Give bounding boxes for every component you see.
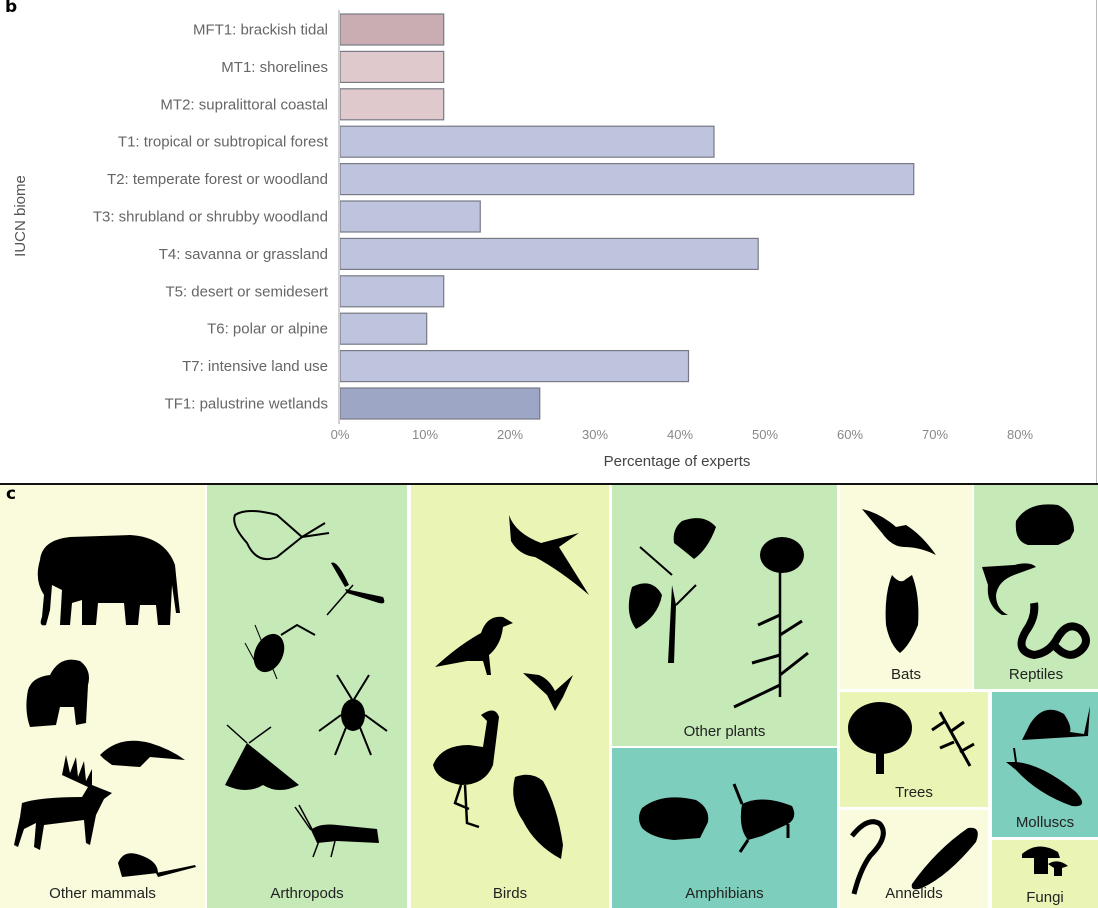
category-label: MT1: shorelines: [221, 59, 328, 76]
crow-icon: [435, 616, 513, 675]
bar: [339, 275, 445, 308]
tile-amphibians: Amphibians: [612, 748, 837, 908]
bar: [339, 50, 445, 84]
mushroom-icon: [1022, 846, 1068, 876]
x-tick-label: 40%: [667, 427, 693, 442]
category-label: T6: polar or alpine: [207, 321, 328, 338]
panel-divider: [0, 483, 1098, 485]
tile-annelids: Annelids: [840, 810, 988, 908]
tile-label: Other plants: [683, 723, 766, 740]
tile-other-mammals: Other mammals: [0, 485, 205, 908]
bar: [339, 237, 759, 270]
tile-trees: Trees: [840, 692, 988, 807]
vine-plant-icon: [628, 518, 716, 663]
tile-arthropods: Arthropods: [207, 485, 407, 908]
tile-bats: Bats: [840, 485, 972, 689]
x-tick-label: 60%: [837, 427, 863, 442]
category-label: T7: intensive land use: [182, 358, 328, 375]
tile-label: Arthropods: [270, 885, 344, 902]
tile-fungi: Fungi: [992, 840, 1098, 908]
x-tick-label: 20%: [497, 427, 523, 442]
slug-icon: [1006, 747, 1083, 807]
bar: [339, 200, 481, 233]
category-label: TF1: palustrine wetlands: [165, 396, 328, 413]
tile-label: Trees: [895, 784, 933, 801]
tile-label: Molluscs: [1015, 814, 1075, 831]
moth-icon: [225, 724, 299, 790]
category-label: T2: temperate forest or woodland: [107, 171, 328, 188]
worm-icon: [850, 819, 886, 895]
conifer-branch-icon: [931, 711, 975, 767]
yarrow-plant-icon: [733, 537, 809, 709]
hummingbird-icon: [523, 673, 573, 711]
category-label: MT2: supralittoral coastal: [160, 96, 328, 113]
deer-icon: [14, 755, 112, 850]
panel-label-b: b: [5, 0, 18, 17]
bar: [339, 312, 428, 345]
elephant-icon: [37, 535, 180, 626]
x-tick-label: 30%: [582, 427, 608, 442]
tile-label: Birds: [492, 885, 528, 902]
x-tick-label: 70%: [922, 427, 948, 442]
tile-birds: Birds: [411, 485, 609, 908]
x-tick-label: 0%: [331, 427, 350, 442]
bar: [339, 88, 445, 121]
snake-icon: [1017, 602, 1090, 660]
category-label: MFT1: brackish tidal: [193, 22, 328, 39]
panel-label-c: c: [6, 484, 17, 504]
flying-bat-icon: [862, 509, 936, 555]
frog-icon: [732, 783, 795, 853]
hanging-bat-icon: [885, 575, 919, 653]
panel-border: [1096, 0, 1097, 484]
tortoise-icon: [1015, 504, 1074, 545]
tile-other-plants: Other plants: [612, 485, 837, 746]
bar: [339, 125, 715, 158]
bar: [339, 387, 541, 420]
pangolin-icon: [100, 740, 185, 767]
tile-reptiles: Reptiles: [974, 485, 1098, 689]
category-label: T3: shrubland or shrubby woodland: [93, 209, 328, 226]
tree-icon: [848, 702, 912, 774]
x-tick-label: 10%: [412, 427, 438, 442]
spider-icon: [318, 674, 388, 756]
flamingo-icon: [433, 710, 499, 829]
bar: [339, 350, 690, 383]
mouse-icon: [118, 853, 196, 877]
grasshopper-icon: [294, 804, 379, 858]
x-axis-label: Percentage of experts: [604, 453, 751, 470]
y-axis-label: IUCN biome: [12, 175, 29, 257]
tile-molluscs: Molluscs: [992, 692, 1098, 837]
leech-icon: [911, 827, 978, 890]
tile-label: Amphibians: [685, 885, 764, 902]
tile-label: Fungi: [1026, 889, 1064, 906]
owl-icon: [513, 774, 563, 859]
wasp-icon: [244, 623, 316, 680]
tile-label: Bats: [890, 666, 921, 683]
category-label: T4: savanna or grassland: [159, 246, 328, 263]
bar: [339, 13, 445, 46]
x-tick-label: 50%: [752, 427, 778, 442]
gorilla-icon: [26, 659, 89, 727]
category-label: T5: desert or semidesert: [165, 283, 328, 300]
tile-label: Annelids: [885, 885, 943, 902]
tile-label: Other mammals: [49, 885, 156, 902]
swift-icon: [509, 515, 589, 595]
tile-label: Reptiles: [1008, 666, 1064, 683]
bar: [339, 163, 915, 196]
snail-icon: [1022, 706, 1090, 740]
category-label: T1: tropical or subtropical forest: [118, 134, 329, 151]
x-tick-label: 80%: [1007, 427, 1033, 442]
butterfly-icon: [233, 510, 330, 561]
lizard-icon: [982, 563, 1036, 615]
dragonfly-icon: [326, 562, 385, 616]
toad-icon: [639, 797, 709, 840]
bar-chart: MFT1: brackish tidal MT1: shorelines MT2: …: [12, 10, 1033, 470]
